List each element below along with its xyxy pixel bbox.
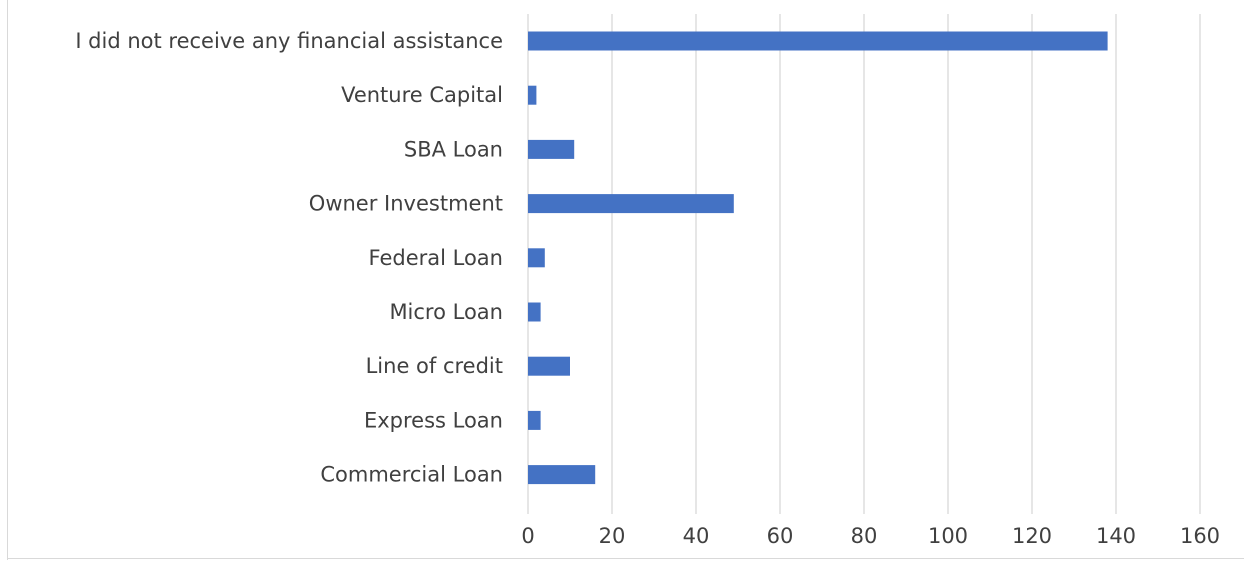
bar (528, 31, 1108, 51)
bar (528, 248, 545, 268)
category-label: Micro Loan (389, 300, 503, 324)
category-label: Commercial Loan (320, 463, 503, 487)
bar (528, 356, 570, 376)
x-tick-label: 140 (1096, 524, 1136, 548)
bar (528, 410, 541, 430)
category-label: Line of credit (366, 354, 503, 378)
bar (528, 139, 575, 159)
category-label: I did not receive any financial assistan… (75, 29, 503, 53)
left-border-line (7, 0, 8, 560)
category-label: SBA Loan (404, 137, 503, 161)
x-tick-label: 120 (1012, 524, 1052, 548)
bar (528, 85, 537, 105)
category-label: Express Loan (364, 408, 503, 432)
x-tick-label: 0 (521, 524, 534, 548)
x-tick-label: 80 (851, 524, 878, 548)
x-tick-label: 160 (1180, 524, 1220, 548)
bar (528, 194, 734, 214)
bar (528, 465, 596, 485)
category-label: Owner Investment (309, 192, 503, 216)
category-label: Venture Capital (341, 83, 503, 107)
x-tick-label: 20 (599, 524, 626, 548)
bar (528, 302, 541, 322)
bottom-border-line (7, 558, 1244, 559)
x-tick-label: 40 (683, 524, 710, 548)
x-tick-label: 100 (928, 524, 968, 548)
x-tick-label: 60 (767, 524, 794, 548)
category-label: Federal Loan (369, 246, 503, 270)
